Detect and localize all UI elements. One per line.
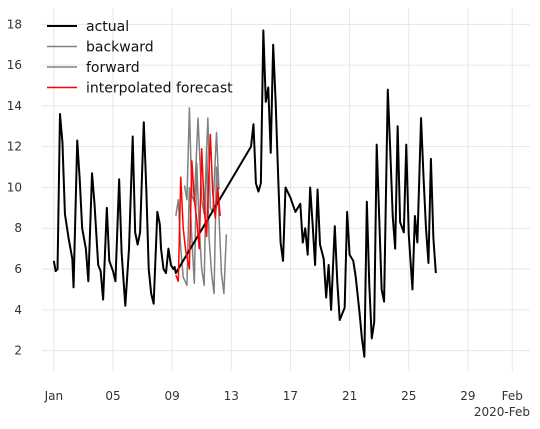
legend-label: forward	[86, 60, 140, 76]
y-tick-label: 6	[14, 262, 22, 276]
x-tick-label: 17	[283, 389, 298, 403]
x-axis-offset-label: 2020-Feb	[474, 405, 530, 419]
x-tick-label: Jan	[44, 389, 64, 403]
x-tick-label: 13	[224, 389, 239, 403]
legend-label: actual	[86, 19, 129, 35]
x-axis: Jan 05 09 13 17 21 25 29 Feb	[44, 389, 523, 403]
y-tick-label: 4	[14, 303, 22, 317]
x-tick-label: 05	[105, 389, 120, 403]
y-tick-label: 12	[7, 140, 22, 154]
y-tick-label: 14	[7, 99, 22, 113]
y-tick-label: 10	[7, 180, 22, 194]
legend: actual backward forward interpolated foreca…	[47, 19, 233, 97]
x-tick-label: 21	[342, 389, 357, 403]
series-layer	[52, 29, 437, 358]
series-line-interpolated-forecast	[175, 133, 221, 283]
y-tick-label: 2	[14, 344, 22, 358]
y-axis: 2 4 6 8 10 12 14 16 18	[7, 17, 22, 357]
x-tick-label: Feb	[502, 389, 523, 403]
x-tick-label: 09	[164, 389, 179, 403]
x-tick-label: 29	[460, 389, 475, 403]
x-tick-label: 25	[401, 389, 416, 403]
legend-label: backward	[86, 40, 154, 56]
y-tick-label: 8	[14, 221, 22, 235]
legend-label: interpolated forecast	[86, 81, 233, 97]
y-tick-label: 16	[7, 58, 22, 72]
y-tick-label: 18	[7, 17, 22, 31]
series-line-actual	[52, 29, 437, 358]
